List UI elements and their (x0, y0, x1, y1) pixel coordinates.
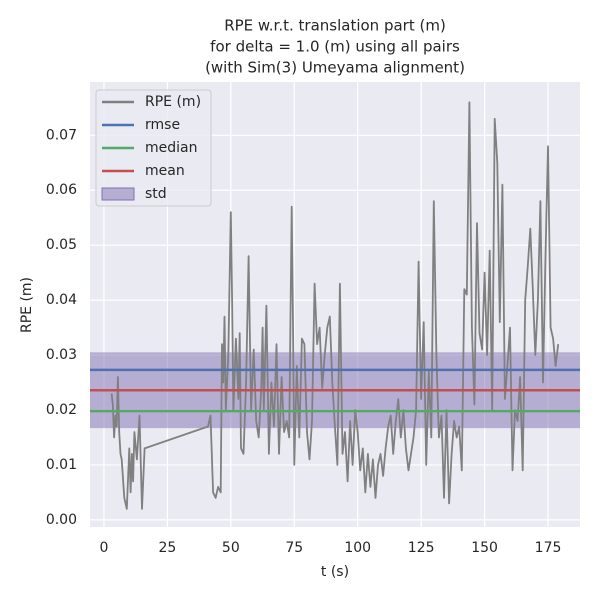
chart-title: for delta = 1.0 (m) using all pairs (210, 38, 460, 56)
y-axis-label: RPE (m) (19, 277, 35, 333)
y-tick-label: 0.05 (46, 237, 77, 253)
legend-label: mean (145, 163, 185, 179)
y-tick-label: 0.02 (46, 402, 77, 418)
x-tick-label: 100 (344, 540, 371, 556)
x-tick-label: 125 (408, 540, 435, 556)
chart-title: (with Sim(3) Umeyama alignment) (205, 59, 465, 77)
x-tick-label: 75 (285, 540, 303, 556)
x-tick-label: 0 (99, 540, 108, 556)
y-tick-label: 0.00 (46, 512, 77, 528)
legend-label: std (145, 186, 167, 202)
x-axis-label: t (s) (321, 564, 349, 580)
x-tick-label: 175 (535, 540, 562, 556)
y-tick-label: 0.03 (46, 347, 77, 363)
legend-box (95, 89, 212, 207)
legend-label: rmse (145, 117, 180, 133)
y-tick-label: 0.01 (46, 457, 77, 473)
y-tick-label: 0.04 (46, 292, 77, 308)
y-tick-label: 0.06 (46, 182, 77, 198)
x-tick-label: 50 (222, 540, 240, 556)
legend-label: median (145, 140, 197, 156)
chart-title: RPE w.r.t. translation part (m) (224, 17, 446, 35)
y-tick-label: 0.07 (46, 127, 77, 143)
legend-label: RPE (m) (145, 94, 201, 110)
rpe-line (110, 101, 560, 510)
x-tick-label: 150 (471, 540, 498, 556)
x-tick-label: 25 (158, 540, 176, 556)
legend-swatch (101, 187, 135, 201)
